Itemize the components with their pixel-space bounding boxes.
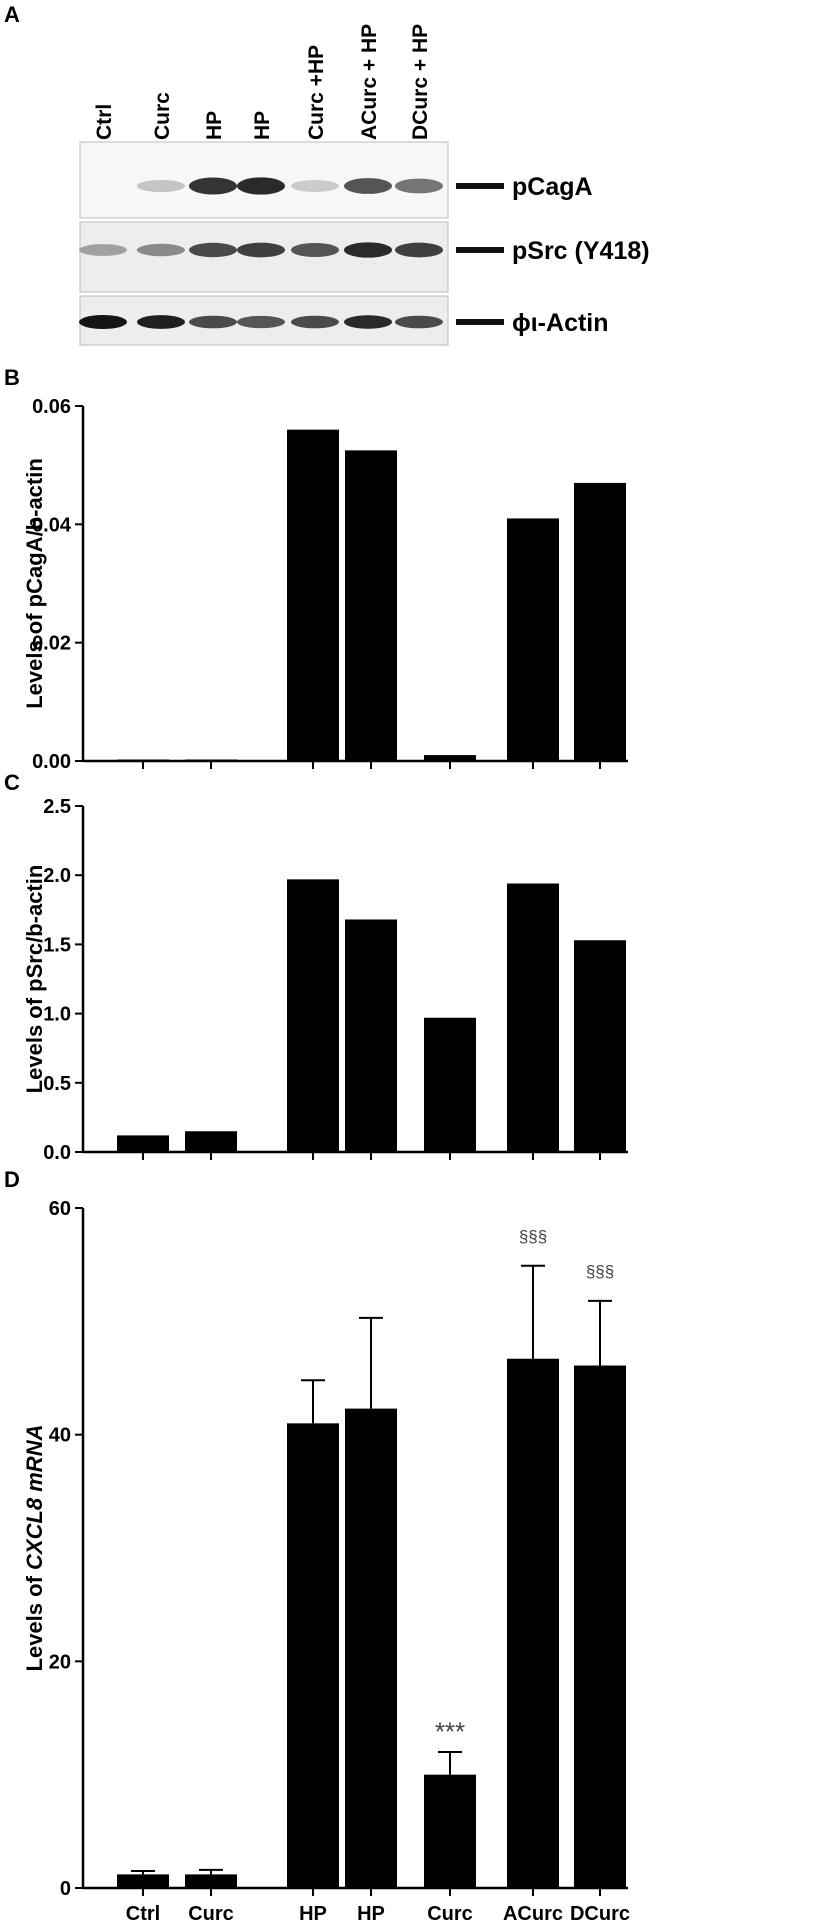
bar: [424, 755, 476, 761]
blot-band: [79, 315, 127, 329]
blot-band: [344, 178, 392, 194]
bar: [345, 450, 397, 761]
x-tick-label: HP: [299, 1903, 327, 1925]
y-tick-label: 0.5: [43, 1073, 71, 1095]
blot-band: [291, 242, 339, 258]
cxcl8-bar-chart: 0 20 40 60 *** §§§ §§§ Ctrl Curc HP HP Curc ACurc DCu…: [22, 1198, 630, 1925]
x-tick-label: Curc: [188, 1903, 234, 1925]
y-tick-label: 2.0: [43, 865, 71, 887]
y-axis-label: Levels of pCagA/b-actin: [22, 458, 47, 709]
y-axis-label: Levels of CXCL8 mRNA: [22, 1425, 47, 1672]
y-tick-label: 2.5: [43, 796, 71, 818]
panel-letter-a: A: [4, 2, 20, 27]
y-tick-label: 0.04: [32, 514, 72, 536]
pcaga-bar-chart: 0.00 0.02 0.04 0.06 Levels of pCagA/b-actin: [22, 396, 628, 773]
x-tick-label: DCurc: [570, 1903, 630, 1925]
bar: [287, 879, 339, 1152]
band-label: pSrc (Y418): [512, 237, 650, 265]
blot-band: [237, 315, 285, 329]
panel-letter-c: C: [4, 770, 20, 795]
blot-band: [344, 315, 392, 329]
x-tick-label: Ctrl: [126, 1903, 160, 1925]
blot-band: [395, 178, 443, 194]
lane-label: Curc +HP: [305, 45, 328, 140]
y-tick-label: 60: [49, 1198, 71, 1220]
bar: [507, 518, 559, 761]
bar: [507, 1358, 559, 1888]
y-tick-label: 0.02: [32, 633, 71, 655]
y-tick-label: 1.0: [43, 1004, 71, 1026]
blot-band: [395, 315, 443, 329]
y-tick-label: 1.5: [43, 934, 71, 956]
lane-label: DCurc + HP: [409, 24, 432, 140]
y-tick-label: 40: [49, 1425, 71, 1447]
band-marker: [456, 247, 504, 253]
western-blot: Ctrl Curc HP HP Curc +HP ACurc + HP DCurc + HP…: [79, 24, 650, 346]
bar: [117, 1135, 169, 1152]
bar: [287, 429, 339, 761]
bar: [574, 940, 626, 1152]
blot-band: [237, 177, 285, 195]
blot-band: [137, 243, 185, 257]
y-tick-label: 0.0: [43, 1142, 71, 1164]
y-tick-label: 20: [49, 1651, 71, 1673]
psrc-bar-chart: 0.0 0.5 1.0 1.5 2.0 2.5 Levels of pSrc/b-actin: [22, 796, 628, 1164]
y-tick-label: 0.06: [32, 396, 71, 418]
significance-marker: §§§: [519, 1227, 547, 1246]
blot-band: [189, 242, 237, 258]
bar: [507, 883, 559, 1152]
x-tick-label: ACurc: [503, 1903, 563, 1925]
bar: [424, 1774, 476, 1888]
y-tick-label: 0: [60, 1878, 71, 1900]
x-tick-label: Curc: [427, 1903, 473, 1925]
blot-band: [237, 242, 285, 258]
panel-letter-d: D: [4, 1167, 20, 1192]
blot-band: [395, 242, 443, 258]
band-marker: [456, 319, 504, 325]
bar: [185, 1131, 237, 1152]
y-tick-label: 0.00: [32, 751, 71, 773]
bar: [117, 1874, 169, 1888]
x-tick-label: HP: [357, 1903, 385, 1925]
blot-band: [189, 177, 237, 195]
bar: [345, 919, 397, 1152]
bar: [185, 1874, 237, 1888]
bar: [185, 759, 237, 761]
blot-band: [137, 179, 185, 193]
band-label: pCagA: [512, 173, 593, 201]
blot-band: [189, 315, 237, 329]
bar: [574, 482, 626, 761]
lane-label: HP: [251, 111, 274, 140]
bar: [345, 1408, 397, 1888]
significance-marker: ***: [435, 1717, 465, 1747]
bar: [287, 1423, 339, 1888]
blot-band: [291, 180, 339, 192]
blot-band: [79, 244, 127, 256]
significance-marker: §§§: [586, 1262, 614, 1281]
band-label: ϕι-Actin: [512, 309, 609, 337]
bar: [117, 759, 169, 761]
blot-band: [291, 315, 339, 329]
blot-band: [137, 315, 185, 329]
band-marker: [456, 183, 504, 189]
y-axis-label: Levels of pSrc/b-actin: [22, 865, 47, 1094]
lane-label: Curc: [151, 92, 174, 140]
bar: [574, 1365, 626, 1888]
lane-label: Ctrl: [93, 104, 116, 140]
lane-label: ACurc + HP: [358, 24, 381, 140]
panel-letter-b: B: [4, 365, 20, 390]
blot-band: [344, 242, 392, 258]
lane-label: HP: [203, 111, 226, 140]
bar: [424, 1017, 476, 1152]
